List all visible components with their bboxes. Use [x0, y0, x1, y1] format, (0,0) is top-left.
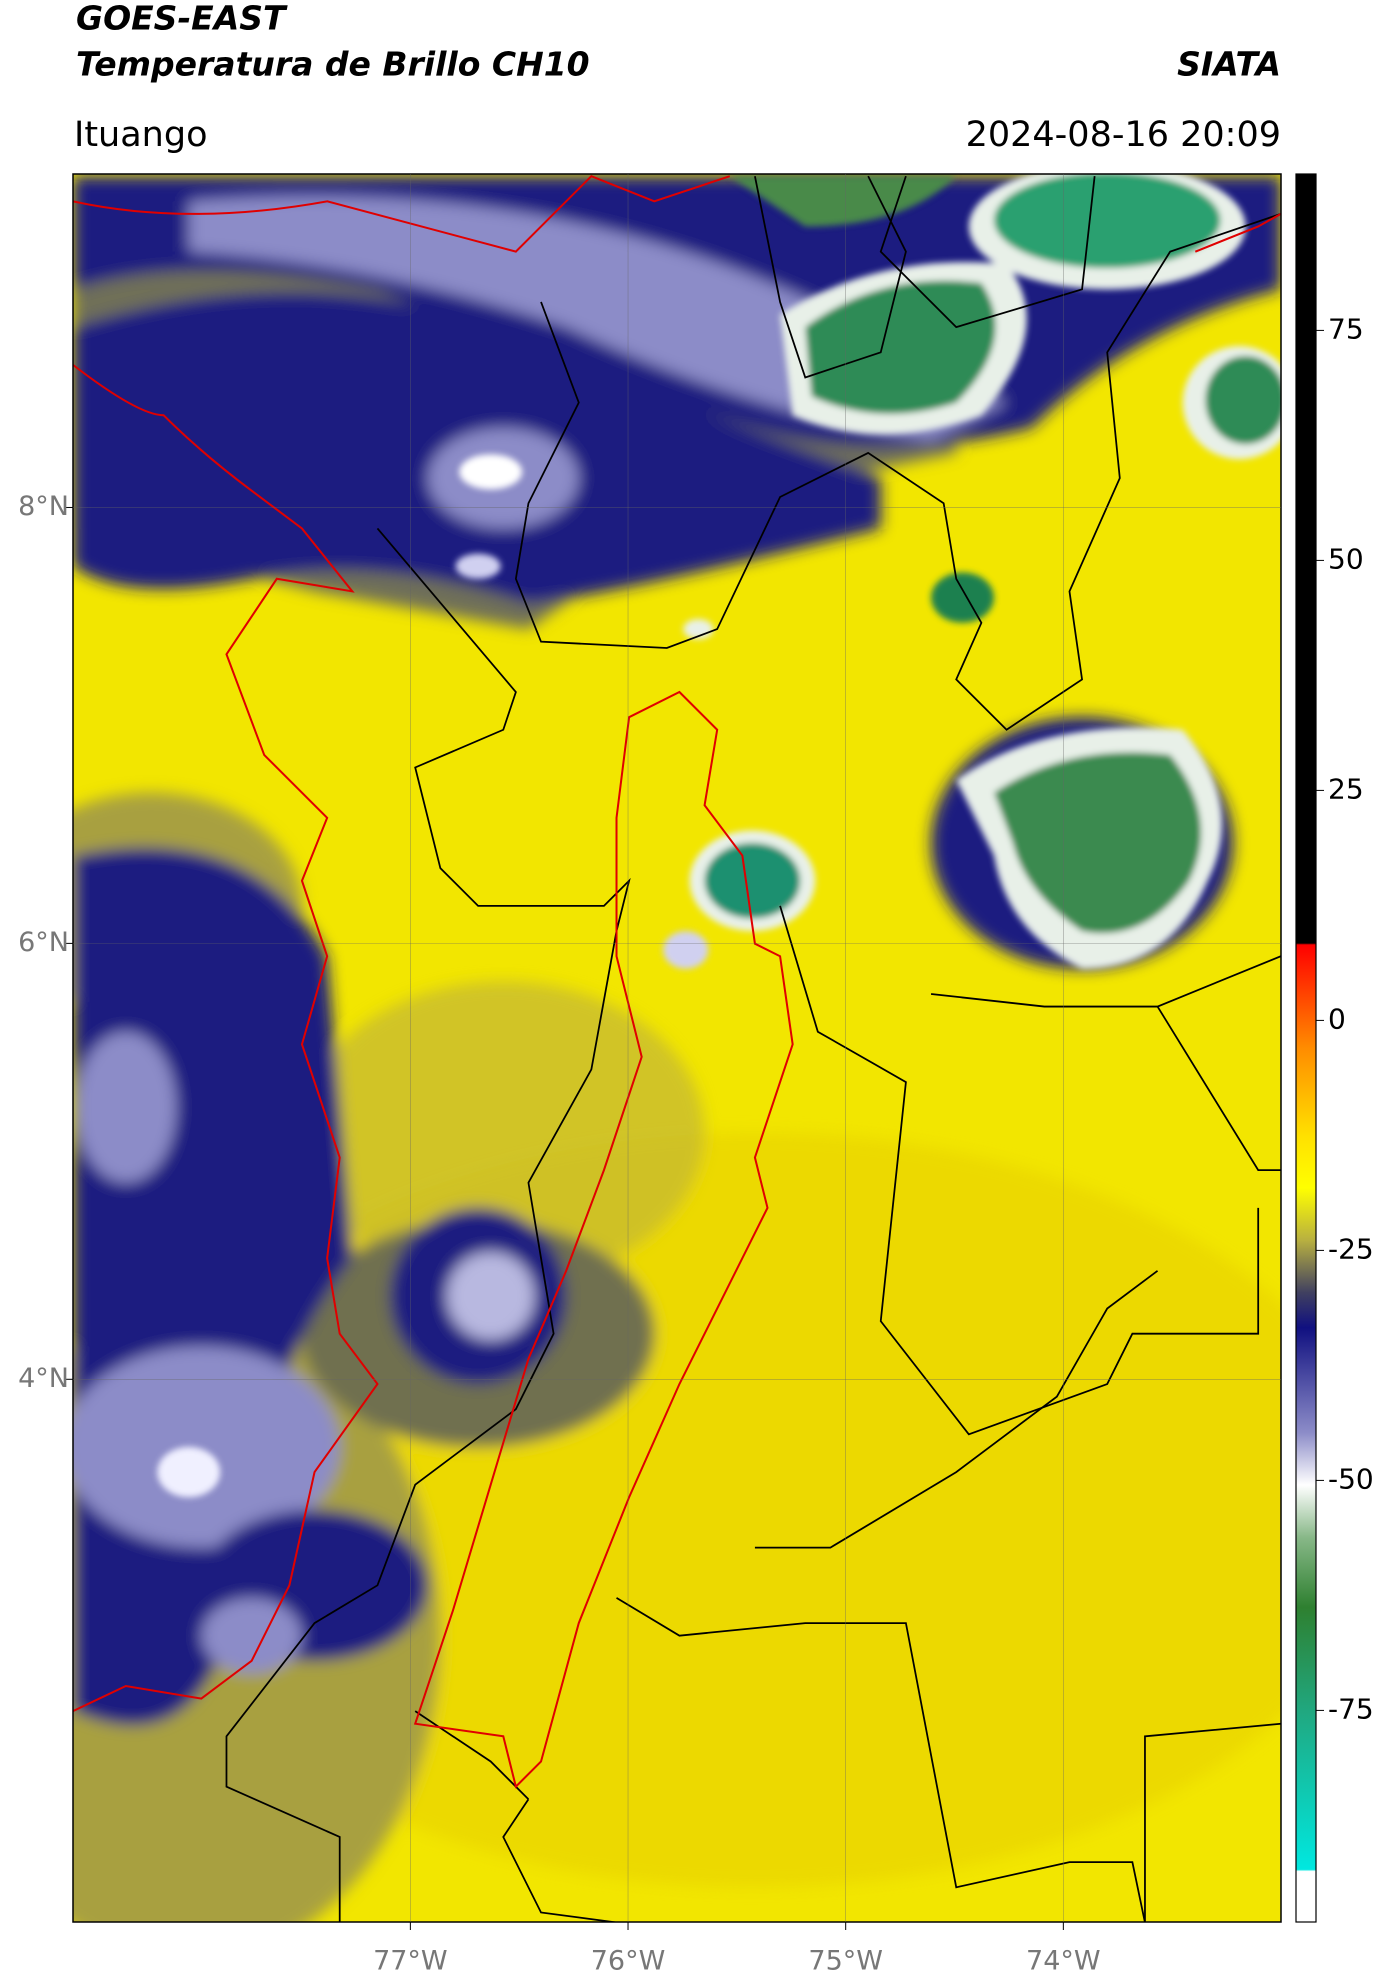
- subtitle: Temperatura de Brillo CH10: [76, 45, 590, 84]
- lat-label: 6°N: [18, 927, 69, 958]
- colorbar-label: 75: [1328, 312, 1364, 345]
- datetime: 2024-08-16 20:09: [966, 115, 1281, 155]
- colorbar-label: -50: [1328, 1462, 1374, 1495]
- lon-label: 75°W: [808, 1946, 883, 1977]
- organization: SIATA: [1177, 45, 1281, 84]
- location: Ituango: [74, 115, 208, 155]
- lat-label: 4°N: [18, 1363, 69, 1394]
- colorbar-label: -75: [1328, 1692, 1374, 1725]
- map-frame: [72, 173, 1282, 1923]
- lon-label: 76°W: [591, 1946, 666, 1977]
- satellite-image: [73, 174, 1281, 1922]
- colorbar-label: 50: [1328, 542, 1364, 575]
- lat-label: 8°N: [18, 491, 69, 522]
- colorbar-label: 25: [1328, 772, 1364, 805]
- title: GOES-EAST: [76, 0, 288, 38]
- lon-label: 77°W: [373, 1946, 448, 1977]
- colorbar: [1295, 173, 1317, 1923]
- colorbar-label: -25: [1328, 1232, 1374, 1265]
- lon-label: 74°W: [1026, 1946, 1101, 1977]
- colorbar-label: 0: [1328, 1002, 1346, 1035]
